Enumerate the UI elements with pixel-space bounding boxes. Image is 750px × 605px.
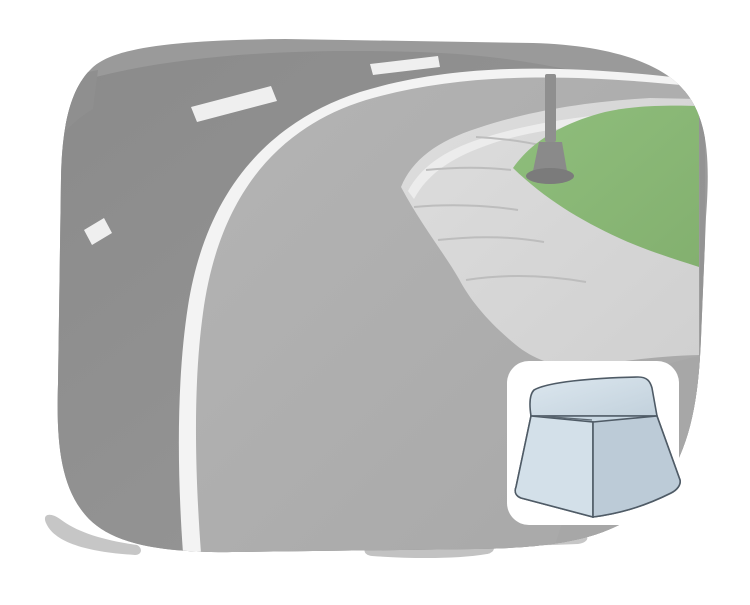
lamp-post-foot: [526, 168, 574, 184]
sidewalk-joint-1: [425, 166, 512, 171]
curb-block-edge-line: [539, 415, 593, 421]
lamp-post-base: [533, 142, 567, 171]
sidewalk-joints: [413, 136, 587, 283]
lane-mark-1: [191, 86, 277, 122]
sidewalk-joint-3: [437, 236, 545, 243]
curb-block-icon: [514, 376, 681, 519]
lane-mark-2: [370, 56, 440, 75]
inset-panel: [507, 361, 681, 525]
curb-block-left-face: [514, 415, 594, 519]
curb-block-right-face: [592, 415, 681, 518]
sidewalk-joint-2: [413, 204, 519, 211]
lamp-post-shaft: [545, 74, 556, 142]
lamp-post: [526, 74, 574, 184]
lane-mark-3: [84, 218, 112, 245]
lane-markings: [84, 56, 440, 245]
sidewalk-joint-4: [465, 275, 587, 283]
curb-block-top: [529, 376, 658, 417]
brush-stroke-bottom-left: [44, 514, 141, 555]
